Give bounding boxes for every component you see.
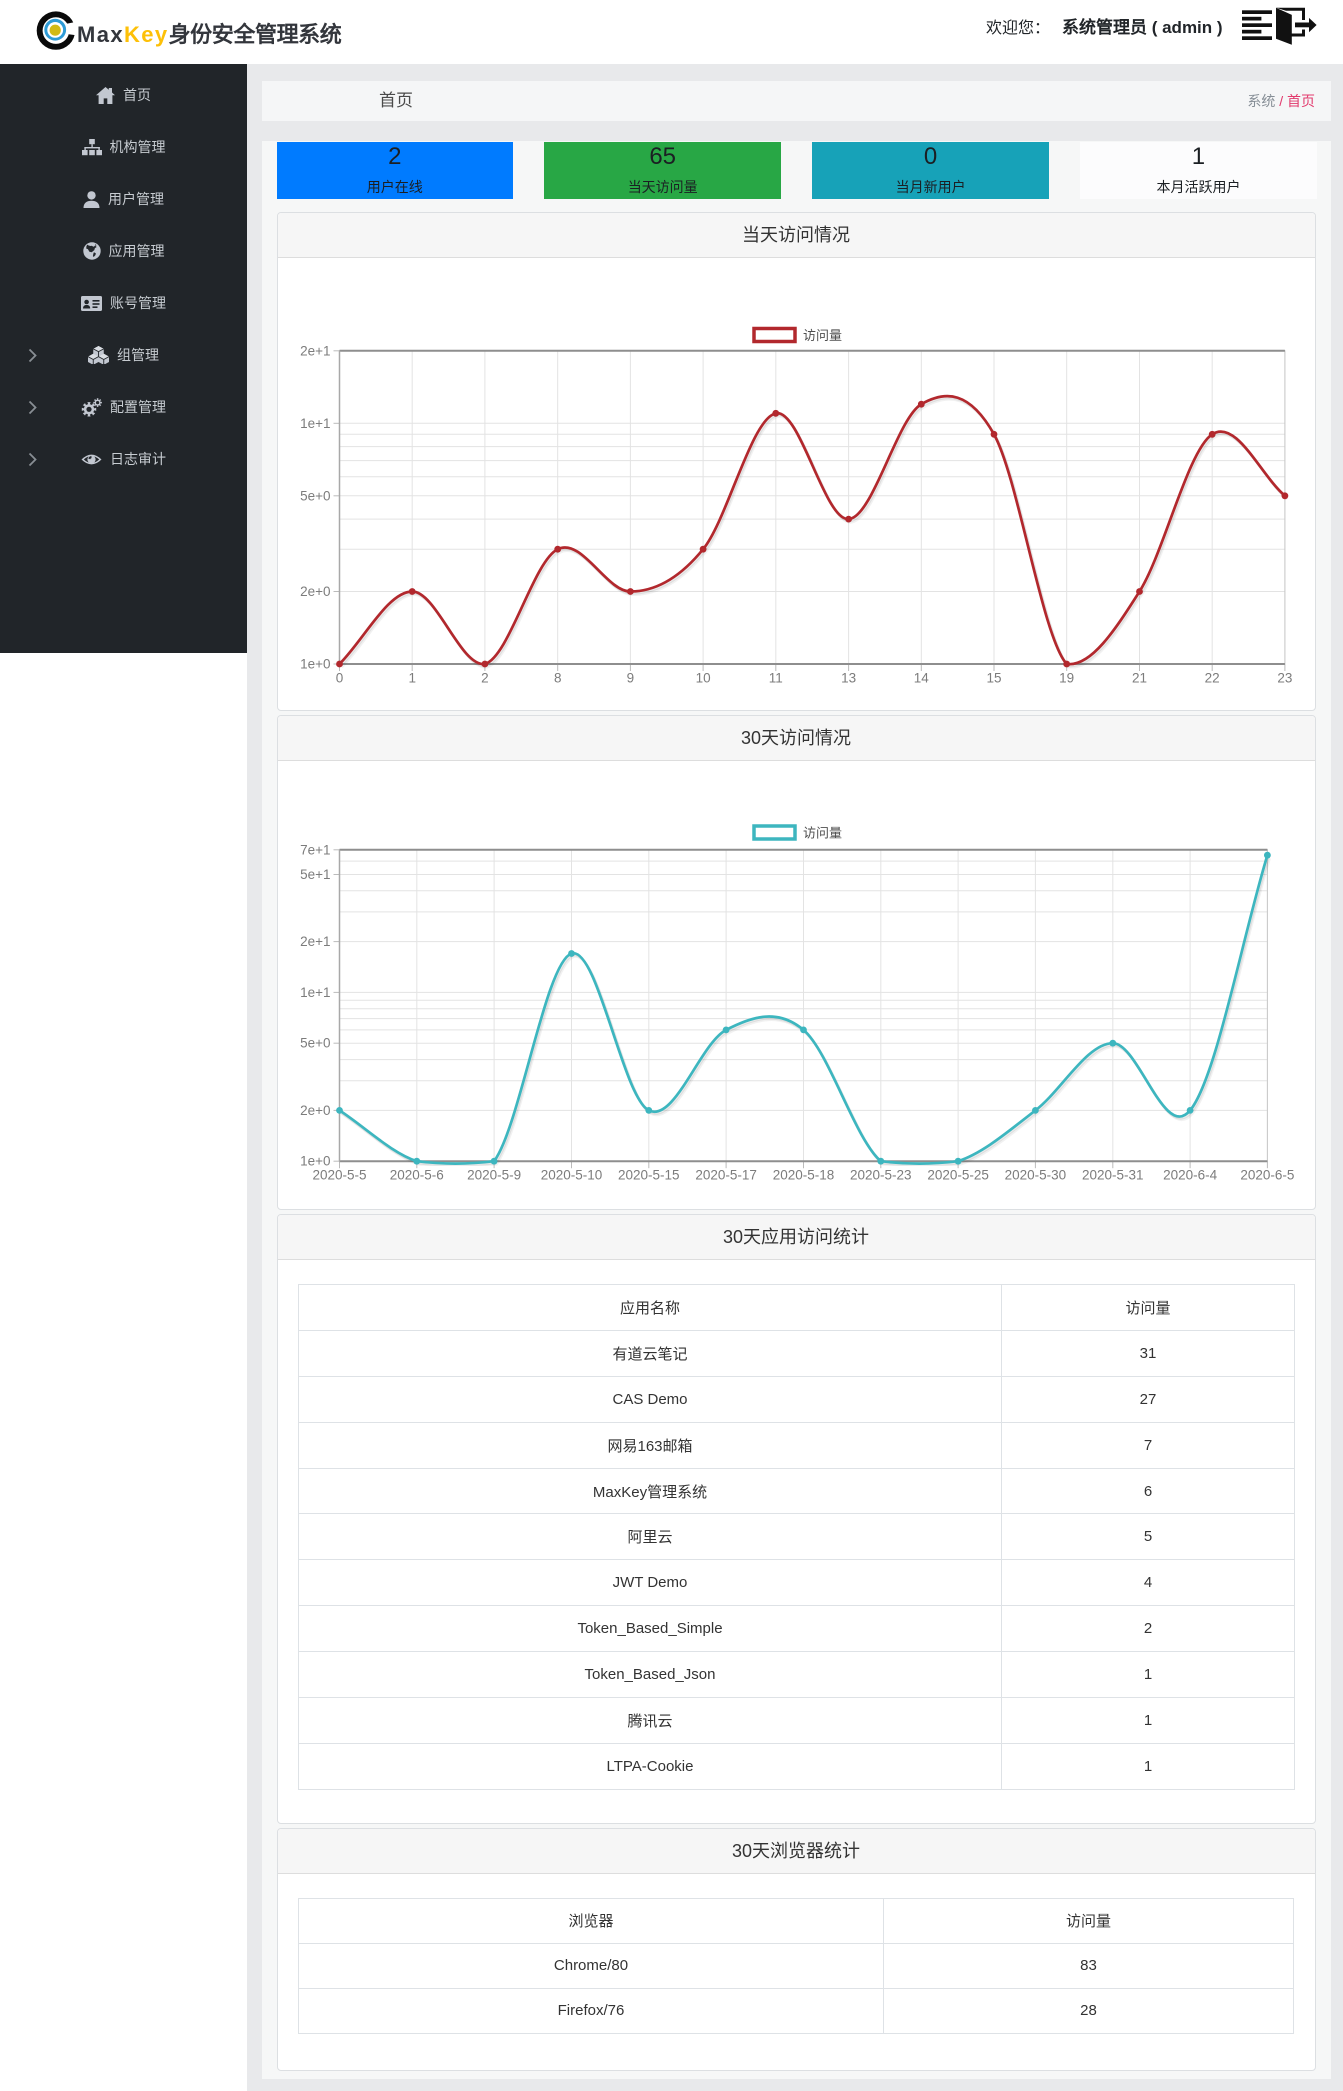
svg-text:5e+0: 5e+0 [300,488,330,503]
svg-text:10: 10 [696,671,711,686]
svg-text:2020-5-31: 2020-5-31 [1082,1168,1144,1183]
svg-text:19: 19 [1059,671,1074,686]
svg-text:2: 2 [481,671,489,686]
svg-text:1e+0: 1e+0 [300,657,330,672]
svg-text:8: 8 [554,671,562,686]
svg-text:2020-5-5: 2020-5-5 [312,1168,366,1183]
svg-text:7e+1: 7e+1 [300,842,330,857]
svg-text:2e+1: 2e+1 [300,934,330,949]
svg-text:1e+1: 1e+1 [300,416,330,431]
svg-text:22: 22 [1205,671,1220,686]
svg-text:2020-5-15: 2020-5-15 [618,1168,680,1183]
svg-text:2020-5-10: 2020-5-10 [541,1168,603,1183]
svg-text:11: 11 [769,671,783,686]
svg-text:21: 21 [1132,671,1147,686]
svg-text:14: 14 [914,671,930,686]
svg-text:23: 23 [1277,671,1292,686]
svg-text:2020-5-9: 2020-5-9 [467,1168,521,1183]
svg-text:0: 0 [336,671,344,686]
svg-text:2e+1: 2e+1 [300,343,330,358]
svg-text:1: 1 [408,671,416,686]
svg-text:访问量: 访问量 [803,328,842,343]
svg-text:2020-5-30: 2020-5-30 [1005,1168,1067,1183]
svg-text:2e+0: 2e+0 [300,1103,330,1118]
svg-text:2020-6-4: 2020-6-4 [1163,1168,1218,1183]
svg-text:2020-5-18: 2020-5-18 [773,1168,835,1183]
svg-text:2020-5-23: 2020-5-23 [850,1168,912,1183]
svg-text:2020-5-25: 2020-5-25 [927,1168,989,1183]
svg-text:2020-6-5: 2020-6-5 [1240,1168,1294,1183]
svg-text:2020-5-6: 2020-5-6 [390,1168,444,1183]
svg-text:13: 13 [841,671,856,686]
svg-text:1e+1: 1e+1 [300,985,330,1000]
svg-text:访问量: 访问量 [803,826,842,841]
svg-text:15: 15 [986,671,1001,686]
svg-text:1e+0: 1e+0 [300,1154,330,1169]
svg-text:2020-5-17: 2020-5-17 [695,1168,757,1183]
svg-text:9: 9 [627,671,635,686]
svg-text:5e+0: 5e+0 [300,1036,330,1051]
svg-text:2e+0: 2e+0 [300,584,330,599]
svg-text:5e+1: 5e+1 [300,867,330,882]
